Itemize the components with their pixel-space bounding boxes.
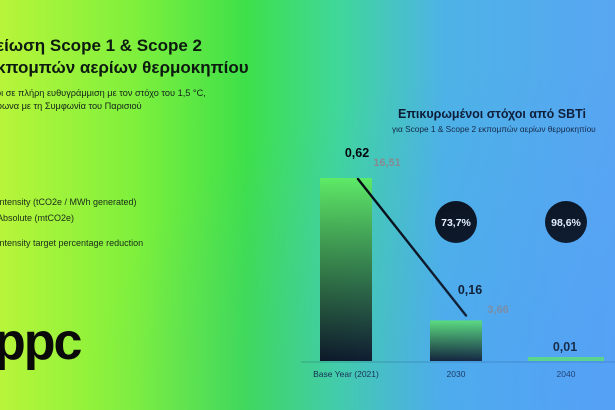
x-tick-1: Base Year (2021) (313, 369, 379, 379)
legend-percentage: Intensity target percentage reduction (0, 238, 144, 248)
bar-2 (430, 320, 482, 361)
absolute-label-base: 16,51 (373, 157, 401, 169)
intensity-label-2040: 0,01 (553, 340, 577, 354)
chart-title: Επικυρωμένοι στόχοι από SBTi (398, 107, 586, 121)
intensity-line (356, 177, 468, 317)
pct-badge-2 (435, 201, 477, 243)
legend-absolute: Absolute (mtCO2e) (0, 213, 75, 223)
page-title-line2: κπομπών αερίων θερμοκηπίου (0, 58, 249, 77)
intensity-label-2030: 0,16 (458, 283, 482, 297)
subtitle-line1: οι σε πλήρη ευθυγράμμιση με τον στόχο το… (0, 88, 206, 98)
intensity-label-base: 0,62 (345, 146, 369, 160)
bar-1 (320, 178, 372, 361)
bar-3 (528, 357, 604, 361)
pct-badge-label-2: 73,7% (441, 217, 471, 229)
legend-intensity: Intensity (tCO2e / MWh generated) (0, 197, 137, 207)
subtitle-line2: φωνα με τη Συμφωνία του Παρισιού (0, 101, 142, 111)
page-title-line1: είωση Scope 1 & Scope 2 (0, 36, 203, 55)
pct-badge-label-3: 98,6% (551, 217, 581, 229)
chart-subtitle: για Scope 1 & Scope 2 εκπομπών αερίων θε… (392, 124, 596, 134)
absolute-label-2030: 3,66 (487, 304, 508, 316)
x-tick-2: 2030 (447, 369, 466, 379)
ppc-logo: ppc (0, 313, 82, 371)
x-tick-3: 2040 (557, 369, 576, 379)
pct-badge-3 (545, 201, 587, 243)
